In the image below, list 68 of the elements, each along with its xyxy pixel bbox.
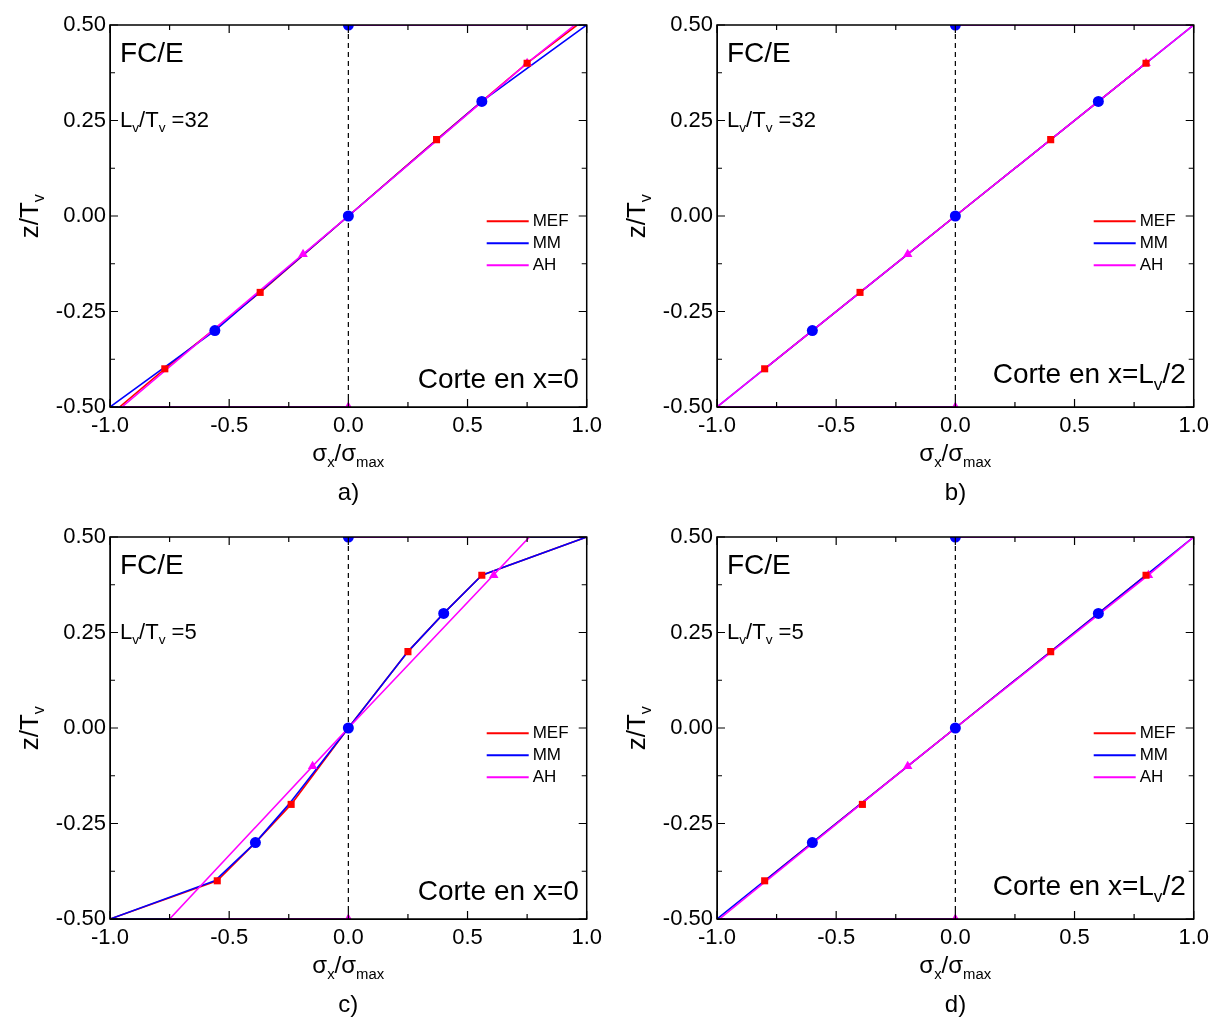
x-tick-label: 0.0 — [333, 412, 364, 438]
x-tick-label: 1.0 — [1178, 924, 1210, 950]
legend-label: AH — [1139, 766, 1164, 786]
annotation: Corte en x=L$_{v}$/2 — [992, 870, 1186, 906]
x-tick-label: -1.0 — [698, 924, 736, 950]
legend-label: MM — [1139, 232, 1169, 252]
annotation: Corte en x=L$_{v}$/2 — [992, 358, 1186, 394]
annotation: L$_{v}$/T$_{v}$ =5 — [120, 619, 197, 648]
annotation: L$_{v}$/T$_{v}$ =32 — [120, 107, 209, 136]
x-tick-label: 0.5 — [452, 412, 483, 438]
x-tick-label: 1.0 — [571, 924, 603, 950]
legend-label: MEF — [1139, 210, 1176, 230]
x-tick-label: 0.0 — [940, 412, 971, 438]
legend-label: MM — [532, 232, 562, 252]
x-tick-label: 1.0 — [571, 412, 603, 438]
y-tick-label: 0.00 — [63, 714, 106, 740]
y-tick-label: 0.25 — [670, 106, 713, 132]
text: c) — [338, 990, 359, 1017]
y-tick-label: 0.25 — [63, 106, 106, 132]
annotation: L$_{v}$/T$_{v}$ =5 — [727, 619, 804, 648]
x-axis-title: σ$_{x}$/σ$_{max}$ — [312, 439, 385, 470]
y-tick-label: -0.25 — [55, 809, 106, 835]
x-tick-label: -0.5 — [210, 412, 249, 438]
y-tick-label: 0.00 — [670, 202, 713, 228]
x-tick-label: 1.0 — [1178, 412, 1210, 438]
legend-label: AH — [532, 254, 557, 274]
annotation: L$_{v}$/T$_{v}$ =32 — [727, 107, 816, 136]
y-tick-label: 0.00 — [63, 202, 106, 228]
x-tick-label: 0.5 — [1059, 412, 1090, 438]
x-tick-label: 0.5 — [452, 924, 483, 950]
annotation: FC/E — [120, 549, 184, 580]
text: d) — [944, 990, 967, 1017]
text: a) — [337, 478, 360, 505]
annotation: FC/E — [727, 37, 791, 68]
y-tick-label: 0.25 — [63, 618, 106, 644]
annotation: Corte en x=0 — [417, 875, 579, 906]
y-tick-label: 0.25 — [670, 618, 713, 644]
legend-label: MM — [1139, 744, 1169, 764]
legend-label: AH — [532, 766, 557, 786]
x-tick-label: 0.0 — [333, 924, 364, 950]
y-tick-label: 0.00 — [670, 714, 713, 740]
x-tick-label: -0.5 — [210, 924, 249, 950]
annotation: FC/E — [120, 37, 184, 68]
legend-label: MM — [532, 744, 562, 764]
legend-label: MEF — [1139, 722, 1176, 742]
x-axis-title: σ$_{x}$/σ$_{max}$ — [919, 951, 992, 982]
y-tick-label: -0.25 — [662, 297, 713, 323]
legend-label: MEF — [532, 722, 569, 742]
legend-label: MEF — [532, 210, 569, 230]
x-tick-label: -1.0 — [91, 412, 129, 438]
y-tick-label: 0.50 — [670, 11, 713, 37]
x-tick-label: -0.5 — [817, 924, 856, 950]
x-tick-label: -1.0 — [91, 924, 129, 950]
y-tick-label: 0.50 — [670, 523, 713, 549]
text: b) — [944, 478, 967, 505]
legend-label: AH — [1139, 254, 1164, 274]
y-tick-label: -0.25 — [55, 297, 106, 323]
x-tick-label: -1.0 — [698, 412, 736, 438]
y-tick-label: 0.50 — [63, 523, 106, 549]
annotation: FC/E — [727, 549, 791, 580]
y-tick-label: 0.50 — [63, 11, 106, 37]
x-tick-label: 0.0 — [940, 924, 971, 950]
annotation: Corte en x=0 — [417, 363, 579, 394]
x-axis-title: σ$_{x}$/σ$_{max}$ — [312, 951, 385, 982]
x-tick-label: -0.5 — [817, 412, 856, 438]
x-axis-title: σ$_{x}$/σ$_{max}$ — [919, 439, 992, 470]
y-tick-label: -0.25 — [662, 809, 713, 835]
x-tick-label: 0.5 — [1059, 924, 1090, 950]
